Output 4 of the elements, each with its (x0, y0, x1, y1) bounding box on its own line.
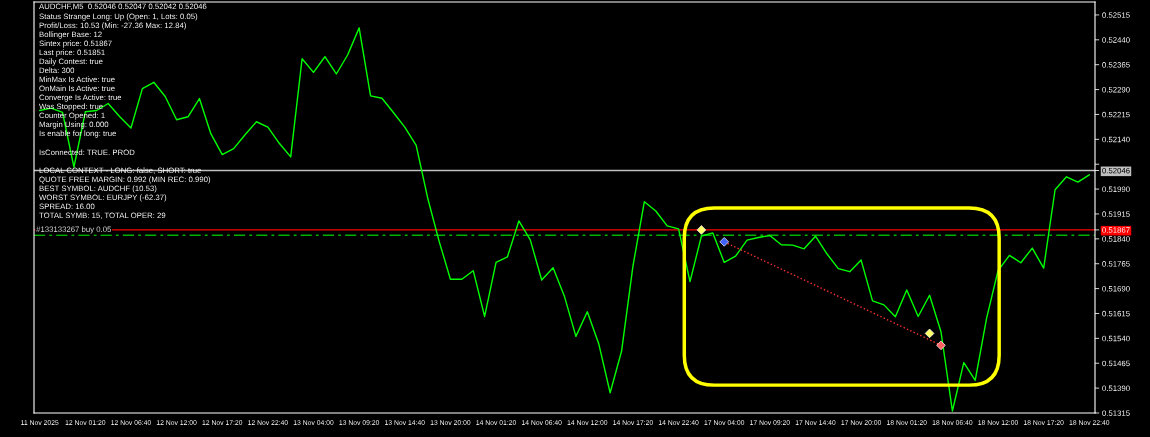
point (924, 328, 935, 339)
point (696, 225, 707, 235)
point (719, 237, 729, 247)
point (936, 340, 946, 351)
